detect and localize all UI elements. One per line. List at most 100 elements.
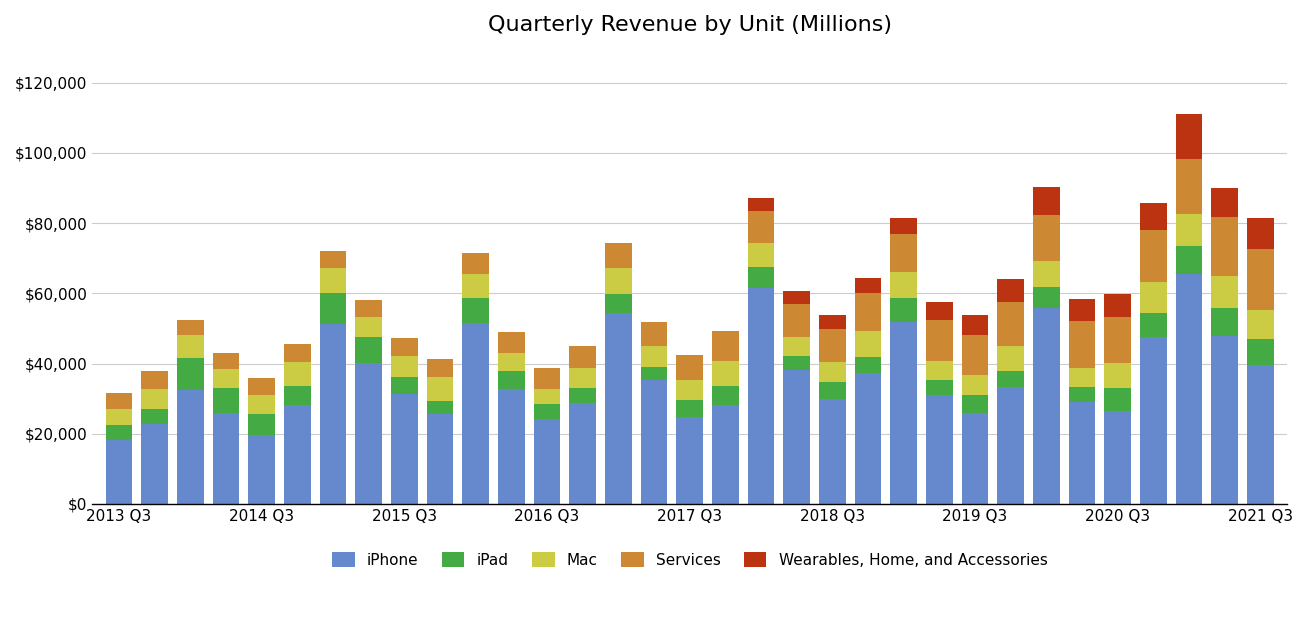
Bar [819,362,846,382]
Bar [1105,295,1131,317]
Bar [854,374,882,504]
Bar [891,322,917,504]
Bar [213,368,239,388]
Bar [356,300,382,317]
Bar [1033,262,1060,286]
Bar [1248,310,1274,339]
Bar [213,353,239,368]
Bar [819,382,846,399]
Bar [1211,336,1239,504]
Bar [1069,403,1096,504]
Bar [499,332,525,353]
Bar [142,389,168,409]
Bar [320,293,346,324]
Bar [677,380,703,400]
Bar [356,363,382,504]
Bar [142,409,168,424]
Bar [1069,300,1096,321]
Bar [1211,308,1239,336]
Bar [854,357,882,374]
Bar [962,395,988,413]
Bar [248,394,276,414]
Bar [1211,276,1239,308]
Bar [391,356,417,377]
Bar [320,324,346,504]
Bar [605,294,632,313]
Bar [1176,159,1203,214]
Bar [640,322,668,346]
Bar [1033,186,1060,215]
Bar [1033,286,1060,308]
Bar [213,388,239,413]
Bar [605,313,632,504]
Bar [962,413,988,504]
Bar [1069,387,1096,403]
Bar [819,315,846,329]
Bar [783,356,810,370]
Bar [1140,203,1166,231]
Bar [499,371,525,389]
Bar [356,337,382,363]
Bar [605,243,632,268]
Bar [213,413,239,504]
Bar [569,403,596,504]
Bar [1140,282,1166,313]
Bar [105,441,133,504]
Bar [1033,215,1060,262]
Bar [712,404,739,504]
Bar [283,362,311,386]
Bar [962,375,988,395]
Bar [1105,317,1131,363]
Bar [177,390,203,504]
Bar [997,387,1025,504]
Bar [997,370,1025,387]
Bar [283,344,311,362]
Bar [177,336,203,358]
Bar [926,395,953,504]
Bar [854,278,882,293]
Bar [891,272,917,298]
Bar [854,331,882,357]
Bar [783,337,810,356]
Bar [891,219,917,234]
Bar [997,346,1025,370]
Bar [426,401,454,414]
Bar [177,358,203,390]
Bar [105,393,133,409]
Bar [1105,411,1131,504]
Bar [1176,114,1203,159]
Legend: iPhone, iPad, Mac, Services, Wearables, Home, and Accessories: iPhone, iPad, Mac, Services, Wearables, … [325,545,1054,574]
Bar [891,298,917,322]
Bar [640,367,668,380]
Bar [1140,231,1166,282]
Bar [926,361,953,380]
Bar [1176,246,1203,274]
Bar [748,243,774,267]
Bar [283,386,311,405]
Bar [534,418,560,504]
Bar [605,268,632,294]
Bar [534,368,560,389]
Bar [534,389,560,404]
Bar [926,302,953,320]
Bar [748,211,774,243]
Bar [997,279,1025,302]
Bar [748,267,774,288]
Bar [1248,365,1274,504]
Bar [391,377,417,394]
Bar [1069,321,1096,368]
Bar [1140,337,1166,504]
Bar [283,405,311,504]
Bar [534,404,560,418]
Bar [748,288,774,504]
Bar [142,371,168,389]
Bar [926,320,953,361]
Bar [248,377,276,394]
Bar [462,274,489,298]
Bar [1248,249,1274,310]
Bar [1069,368,1096,387]
Bar [569,368,596,388]
Bar [499,353,525,371]
Bar [142,424,168,504]
Bar [569,346,596,368]
